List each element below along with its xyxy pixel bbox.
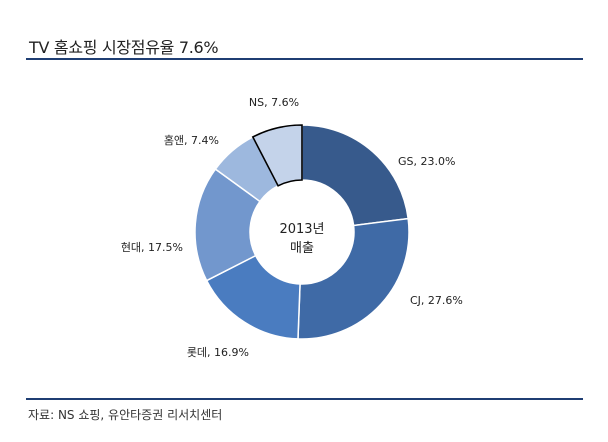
slice-label-롯데: 롯데, 16.9%	[187, 346, 249, 359]
slice-label-현대: 현대, 17.5%	[121, 241, 183, 254]
chart-title: TV 홈쇼핑 시장점유율 7.6%	[29, 38, 219, 57]
center-label-year: 2013년	[279, 222, 324, 237]
slice-label-GS: GS, 23.0%	[398, 155, 455, 168]
slice-GS	[301, 124, 409, 227]
title-divider	[26, 58, 583, 60]
slice-CJ	[297, 217, 410, 340]
slice-label-홈앤: 홈앤, 7.4%	[164, 133, 219, 147]
slice-label-CJ: CJ, 27.6%	[410, 294, 463, 307]
source-note: 자료: NS 쇼핑, 유안타증권 리서치센터	[28, 408, 223, 422]
slice-label-NS: NS, 7.6%	[249, 96, 299, 109]
footer-divider	[26, 398, 583, 400]
center-label-sales: 매출	[290, 241, 314, 256]
slice-NS	[251, 124, 303, 187]
